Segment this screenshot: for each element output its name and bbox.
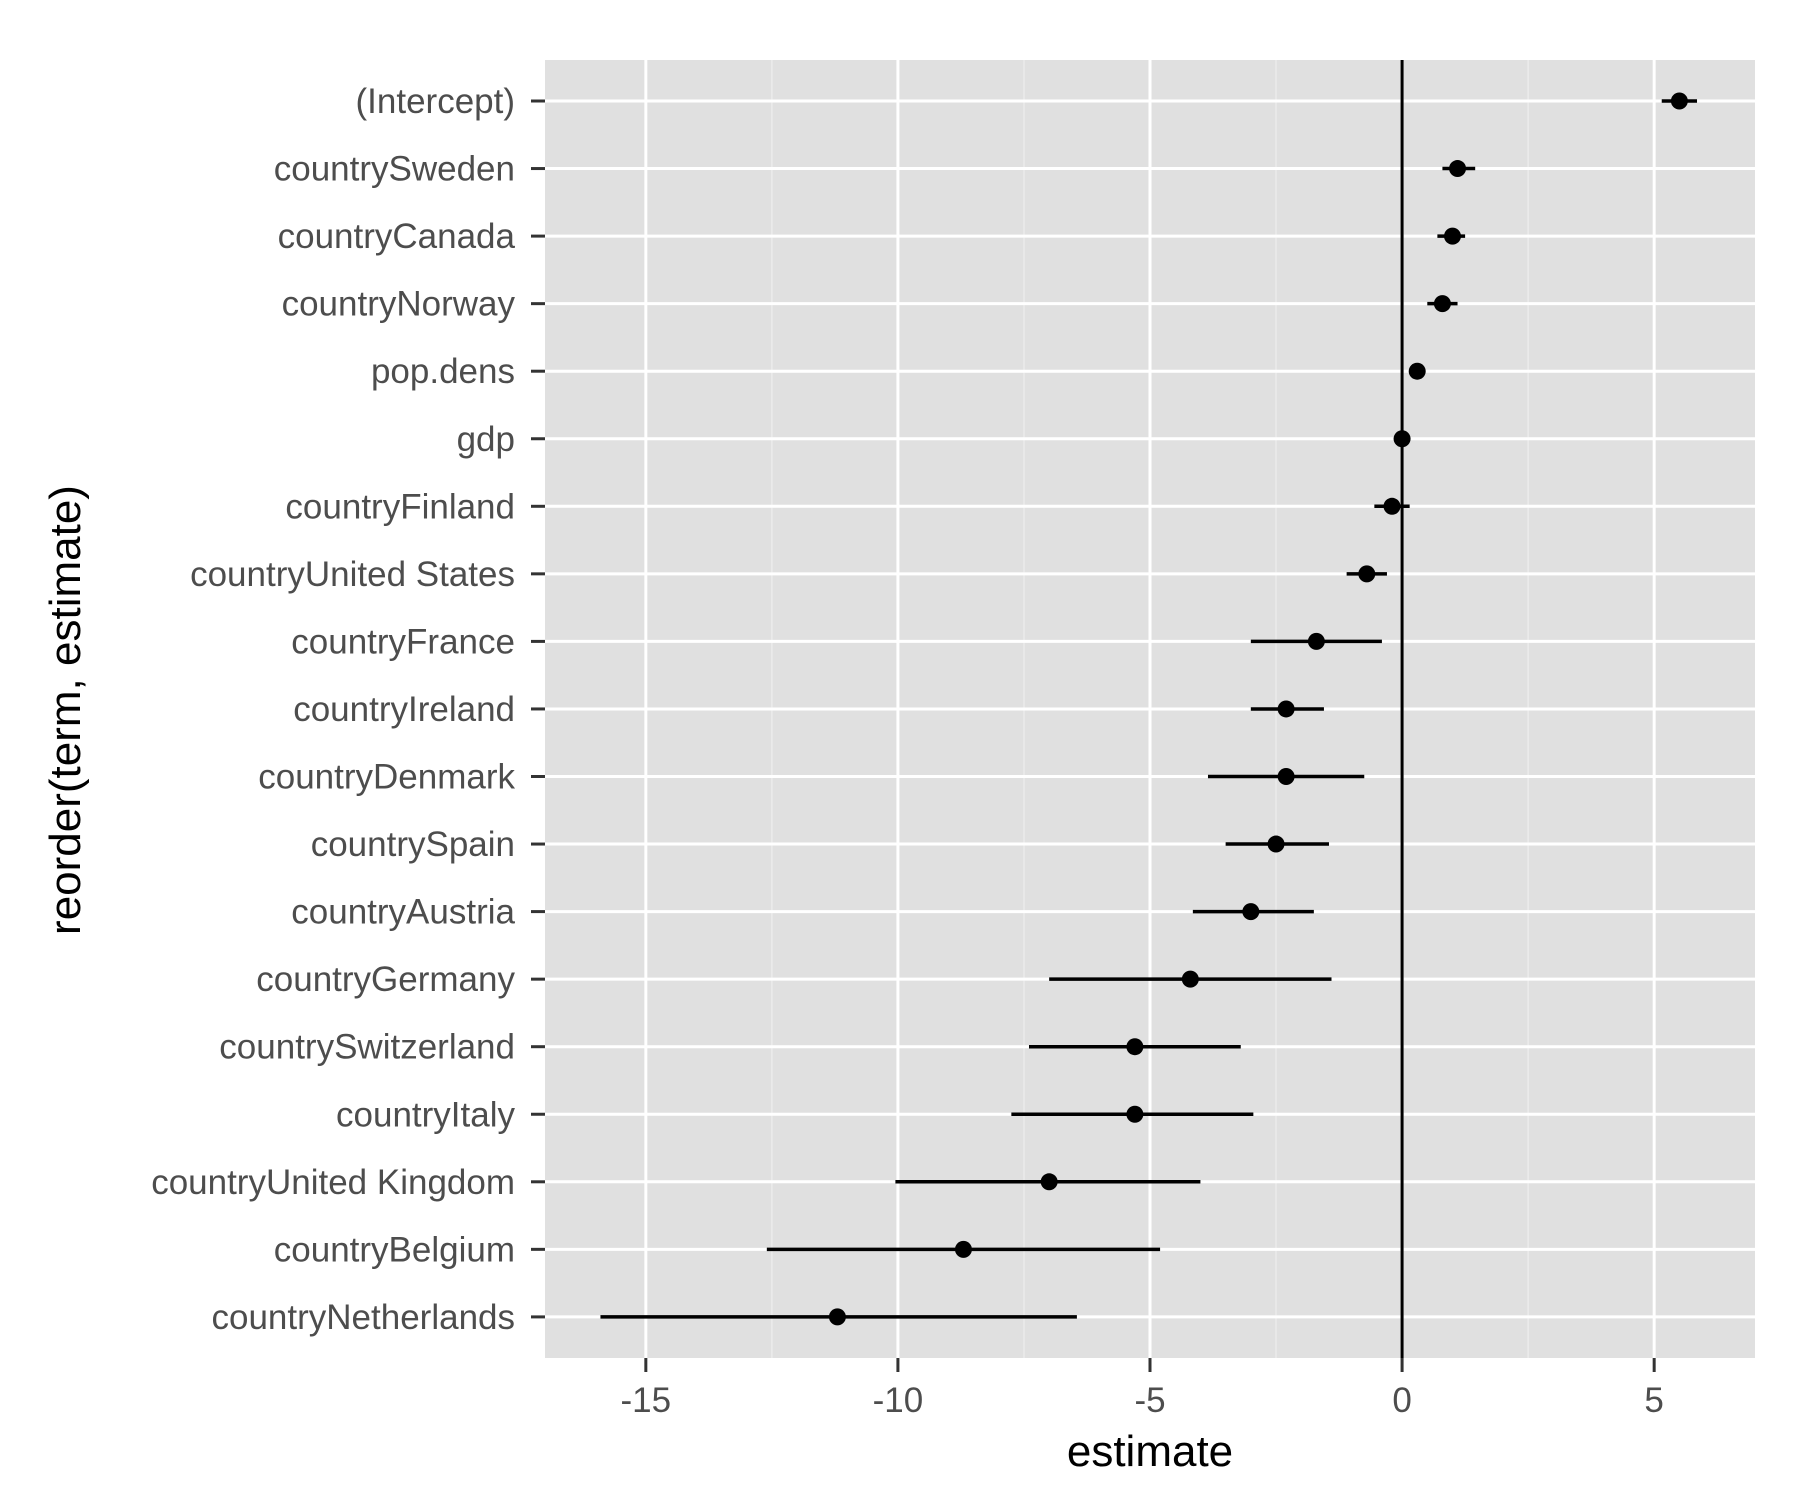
x-tick-label: -10 [873, 1381, 924, 1420]
y-tick-label: gdp [457, 420, 515, 459]
y-tick-label: countryBelgium [274, 1230, 515, 1269]
y-tick-label: countryUnited Kingdom [151, 1163, 515, 1202]
estimate-point [1277, 768, 1295, 785]
y-tick-label: countryFinland [285, 487, 515, 526]
x-tick-label: -5 [1134, 1381, 1165, 1420]
y-axis-ticks: (Intercept) countrySweden countryCanada cou… [151, 82, 545, 1337]
estimate-point [1408, 362, 1426, 380]
estimate-point [1383, 497, 1401, 515]
y-tick-label: countryCanada [278, 217, 516, 256]
y-tick-label: countryNetherlands [212, 1298, 516, 1337]
y-tick-label: countryUnited States [190, 555, 515, 594]
estimate-point [1277, 700, 1295, 718]
y-tick-label: countryItaly [336, 1095, 515, 1134]
y-tick-label: countryGermany [256, 960, 515, 999]
estimate-point [1307, 632, 1325, 650]
estimate-point [1242, 903, 1260, 921]
estimate-point [828, 1308, 846, 1326]
y-tick-label: countryFrance [291, 622, 515, 661]
estimate-point [1181, 970, 1199, 988]
estimate-point [1040, 1173, 1058, 1191]
estimate-point [1433, 295, 1451, 313]
estimate-point [1126, 1038, 1144, 1056]
y-tick-label: countrySpain [311, 825, 515, 864]
estimate-point [1267, 835, 1285, 853]
x-axis-title: estimate [1067, 1427, 1233, 1476]
y-tick-label: countryAustria [291, 893, 515, 932]
estimate-point [1126, 1105, 1144, 1123]
estimate-point [1444, 227, 1461, 245]
x-tick-label: 5 [1644, 1381, 1663, 1420]
x-axis-ticks: -15 -10 -5 0 5 [621, 1358, 1664, 1420]
estimate-point [1670, 92, 1688, 110]
y-tick-label: countryIreland [293, 690, 515, 729]
estimate-points [828, 92, 1688, 1326]
y-tick-label: (Intercept) [356, 82, 516, 121]
major-gridlines [545, 60, 1755, 1358]
x-tick-label: -15 [621, 1381, 672, 1420]
estimate-point [1449, 160, 1467, 178]
y-tick-label: pop.dens [371, 352, 515, 391]
estimate-point [1358, 565, 1376, 583]
y-tick-label: countryNorway [282, 285, 516, 324]
x-tick-label: 0 [1392, 1381, 1411, 1420]
y-tick-label: countrySweden [274, 150, 515, 189]
y-tick-label: countryDenmark [258, 758, 515, 797]
y-axis-title: reorder(term, estimate) [41, 485, 90, 935]
estimate-point [954, 1240, 972, 1258]
estimate-point [1393, 430, 1411, 448]
y-tick-label: countrySwitzerland [219, 1028, 515, 1067]
